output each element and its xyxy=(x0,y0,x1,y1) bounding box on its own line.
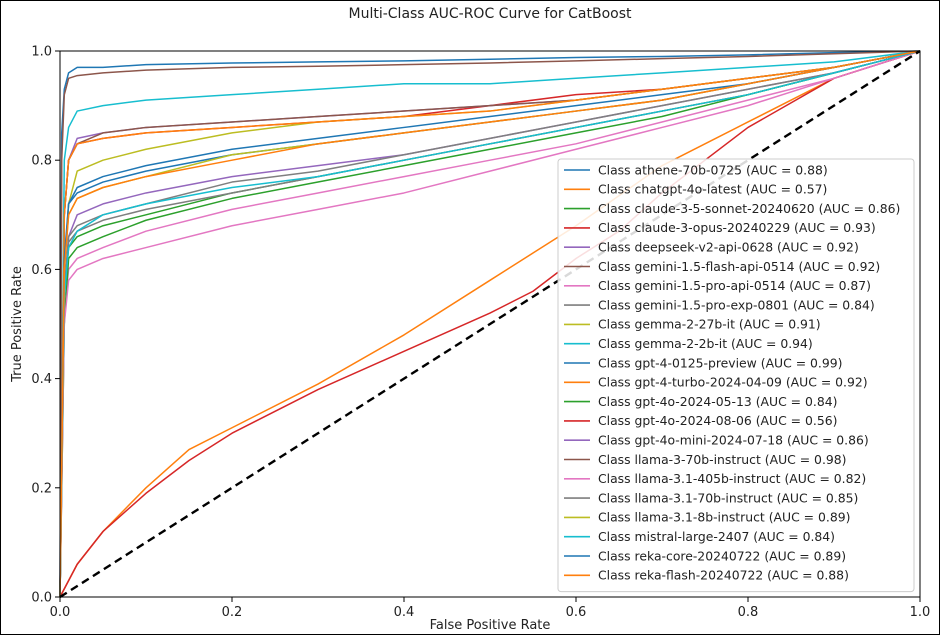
legend-entry: Class chatgpt-4o-latest (AUC = 0.57) xyxy=(598,182,827,197)
roc-curve-series-6 xyxy=(59,50,921,598)
x-tick-label: 0.0 xyxy=(50,605,71,620)
x-tick-label: 0.8 xyxy=(738,605,759,620)
y-tick-label: 1.0 xyxy=(31,45,52,60)
legend-entry: Class gpt-4-turbo-2024-04-09 (AUC = 0.92… xyxy=(598,375,868,390)
roc-curve-series-16 xyxy=(59,50,921,598)
x-tick-label: 0.6 xyxy=(566,605,587,620)
legend-entry: Class llama-3.1-70b-instruct (AUC = 0.85… xyxy=(598,490,858,505)
y-tick-label: 0.2 xyxy=(31,481,52,496)
x-axis-title: False Positive Rate xyxy=(430,618,551,633)
legend-entry: Class llama-3.1-8b-instruct (AUC = 0.89) xyxy=(598,510,850,525)
y-tick-label: 0.4 xyxy=(31,372,52,387)
legend-entry: Class gemma-2-2b-it (AUC = 0.94) xyxy=(598,336,813,351)
legend-box xyxy=(557,158,915,593)
legend-entry: Class llama-3.1-405b-instruct (AUC = 0.8… xyxy=(598,471,866,486)
legend-entry: Class gemini-1.5-flash-api-0514 (AUC = 0… xyxy=(598,259,880,274)
y-axis-title: True Positive Rate xyxy=(10,266,25,383)
legend-entry: Class gemini-1.5-pro-api-0514 (AUC = 0.8… xyxy=(598,278,871,293)
legend-entry: Class gemma-2-27b-it (AUC = 0.91) xyxy=(598,317,821,332)
legend-entry: Class mistral-large-2407 (AUC = 0.84) xyxy=(598,529,835,544)
legend-entry: Class reka-core-20240722 (AUC = 0.89) xyxy=(598,548,846,563)
legend-entry: Class gpt-4o-2024-05-13 (AUC = 0.84) xyxy=(598,394,837,409)
roc-curve-series-21 xyxy=(59,50,921,598)
legend-entry: Class llama-3-70b-instruct (AUC = 0.98) xyxy=(598,452,846,467)
legend-entry: Class gpt-4o-mini-2024-07-18 (AUC = 0.86… xyxy=(598,433,869,448)
roc-curve-series-10 xyxy=(59,50,921,598)
x-tick-label: 0.4 xyxy=(394,605,415,620)
x-tick-label: 1.0 xyxy=(910,605,931,620)
x-axis: 0.0 0.2 0.4 0.6 0.8 1.0 xyxy=(50,597,931,620)
legend-entry: Class gemini-1.5-pro-exp-0801 (AUC = 0.8… xyxy=(598,297,875,312)
y-tick-label: 0.0 xyxy=(31,591,52,606)
legend-entry: Class gpt-4o-2024-08-06 (AUC = 0.56) xyxy=(598,413,837,428)
roc-curve-series-15 xyxy=(59,50,921,598)
chart-title: Multi-Class AUC-ROC Curve for CatBoost xyxy=(349,6,633,22)
roc-curve-series-9 xyxy=(59,50,921,598)
legend-entry: Class reka-flash-20240722 (AUC = 0.88) xyxy=(598,568,849,583)
legend-entry: Class gpt-4-0125-preview (AUC = 0.99) xyxy=(598,355,842,370)
legend-entry: Class claude-3-5-sonnet-20240620 (AUC = … xyxy=(598,201,900,216)
legend: Class athene-70b-0725 (AUC = 0.88) Class … xyxy=(557,158,915,593)
legend-entry: Class deepseek-v2-api-0628 (AUC = 0.92) xyxy=(598,240,859,255)
y-tick-label: 0.6 xyxy=(31,263,52,278)
series-layer xyxy=(59,50,921,598)
diagonal-reference-line xyxy=(59,49,921,599)
roc-curve-series-17 xyxy=(59,50,921,598)
roc-curve-series-1 xyxy=(59,50,921,598)
legend-entry: Class athene-70b-0725 (AUC = 0.88) xyxy=(598,162,828,177)
roc-curve-series-19 xyxy=(59,50,921,598)
plot-border xyxy=(59,50,921,598)
y-tick-label: 0.8 xyxy=(31,154,52,169)
legend-entry: Class claude-3-opus-20240229 (AUC = 0.93… xyxy=(598,220,876,235)
y-axis: 0.0 0.2 0.4 0.6 0.8 1.0 xyxy=(31,45,60,606)
roc-curve-series-11 xyxy=(59,50,921,598)
x-tick-label: 0.2 xyxy=(222,605,243,620)
